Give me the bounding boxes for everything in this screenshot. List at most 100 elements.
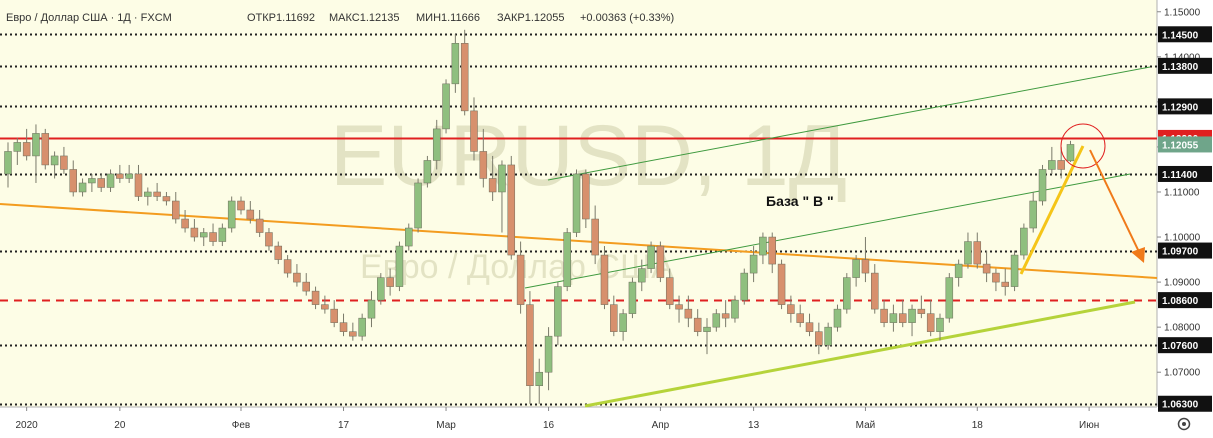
level-price-tag-bg	[1158, 395, 1212, 412]
candle-body	[572, 173, 581, 233]
candle-body	[442, 83, 450, 130]
candle-body	[731, 299, 739, 319]
candle-body	[516, 254, 525, 305]
candle	[246, 200, 255, 224]
candle	[1048, 146, 1056, 174]
candle	[656, 241, 665, 283]
level-price-tag-bg	[1158, 57, 1212, 74]
level-price-tag-bg	[1158, 26, 1212, 43]
candle	[1029, 191, 1037, 233]
candle	[908, 304, 916, 337]
time-tick-label: 20	[114, 420, 126, 431]
lime-trendline	[584, 300, 1136, 408]
candle-body	[954, 263, 963, 278]
wave-line	[1019, 145, 1085, 275]
candle-body	[311, 290, 320, 305]
ohlc-close: ЗАКР1.12055	[497, 12, 565, 24]
level-price-tag-bg	[1158, 337, 1212, 354]
candle	[255, 210, 264, 238]
candle	[591, 205, 599, 265]
level-price-tag-label: 1.13800	[1162, 62, 1199, 73]
level-price-tag: 1.08600	[1158, 292, 1212, 309]
candle	[311, 286, 320, 310]
ohlc-open: ОТКР1.11692	[247, 12, 315, 24]
candle	[945, 273, 954, 323]
settings-icon[interactable]	[1177, 417, 1191, 431]
candle-body	[852, 259, 860, 278]
settings-gear-inner[interactable]	[1182, 422, 1186, 426]
candle	[619, 309, 627, 341]
candle	[871, 264, 879, 314]
candle	[507, 155, 516, 260]
candle	[759, 232, 767, 265]
candle	[274, 241, 283, 265]
price-tick-label: 1.09000	[1164, 278, 1201, 289]
candle	[144, 187, 152, 206]
candle	[13, 137, 22, 165]
candle	[227, 196, 236, 233]
candle-body	[423, 160, 432, 184]
candle	[377, 273, 385, 305]
candle	[423, 155, 432, 188]
candle	[703, 318, 711, 355]
candle-body	[246, 209, 255, 220]
base-b-label: База " В "	[766, 193, 834, 209]
candle	[432, 119, 441, 170]
candle-body	[684, 308, 693, 319]
candle	[293, 264, 301, 287]
candle	[787, 295, 795, 323]
level-price-tag: 1.06300	[1158, 395, 1212, 412]
candle	[237, 196, 245, 215]
candle-body	[162, 196, 171, 202]
time-tick-label: 2020	[16, 420, 39, 431]
candle	[563, 228, 571, 292]
candle-body	[843, 277, 851, 310]
time-tick-label: Май	[856, 420, 876, 431]
candle-body	[982, 263, 991, 274]
level-price-tag-bg	[1158, 292, 1212, 309]
candle	[367, 291, 376, 328]
candle-body	[293, 272, 301, 283]
candle	[889, 304, 898, 332]
candle	[647, 241, 655, 274]
candle-body	[712, 313, 721, 328]
candle-body	[237, 200, 245, 211]
level-price-tag: 1.12900	[1158, 98, 1212, 115]
candle	[321, 295, 329, 314]
candle	[805, 313, 814, 337]
candle	[209, 223, 217, 247]
candle-body	[992, 272, 1000, 283]
time-tick-label: 16	[543, 420, 555, 431]
price-tick-label: 1.14000	[1164, 52, 1201, 63]
candle-body	[255, 218, 264, 233]
candle-body	[302, 281, 310, 292]
candle	[181, 210, 189, 233]
time-axis-panel	[0, 407, 1157, 438]
candle-body	[69, 169, 77, 193]
candle	[60, 146, 68, 174]
candle	[498, 160, 506, 233]
settings-gear-outer[interactable]	[1177, 417, 1191, 431]
level-price-tag-bg	[1158, 165, 1212, 182]
candle	[190, 219, 199, 242]
candle	[852, 255, 860, 287]
candle	[721, 300, 730, 328]
time-axis[interactable]: 2020 20 Фев 17 Мар 16 Апр 13 Май 18 Июн	[16, 407, 1100, 431]
candle-body	[665, 277, 674, 305]
candle	[665, 268, 674, 310]
candle	[712, 309, 721, 332]
candle-body	[181, 218, 189, 229]
candle-body	[50, 155, 59, 166]
time-tick-label: 13	[748, 420, 760, 431]
candle-body	[945, 277, 954, 319]
level-price-tag: 1.09700	[1158, 242, 1212, 259]
candle-body	[274, 245, 283, 260]
candle	[572, 169, 581, 238]
candle	[32, 124, 40, 183]
candle	[1020, 223, 1028, 260]
current-price-tag-label: 1.12055	[1162, 140, 1199, 151]
price-axis[interactable]: 1.150001.140001.130001.120001.110001.100…	[1157, 7, 1212, 412]
candle	[535, 358, 543, 404]
candle-body	[349, 331, 357, 337]
